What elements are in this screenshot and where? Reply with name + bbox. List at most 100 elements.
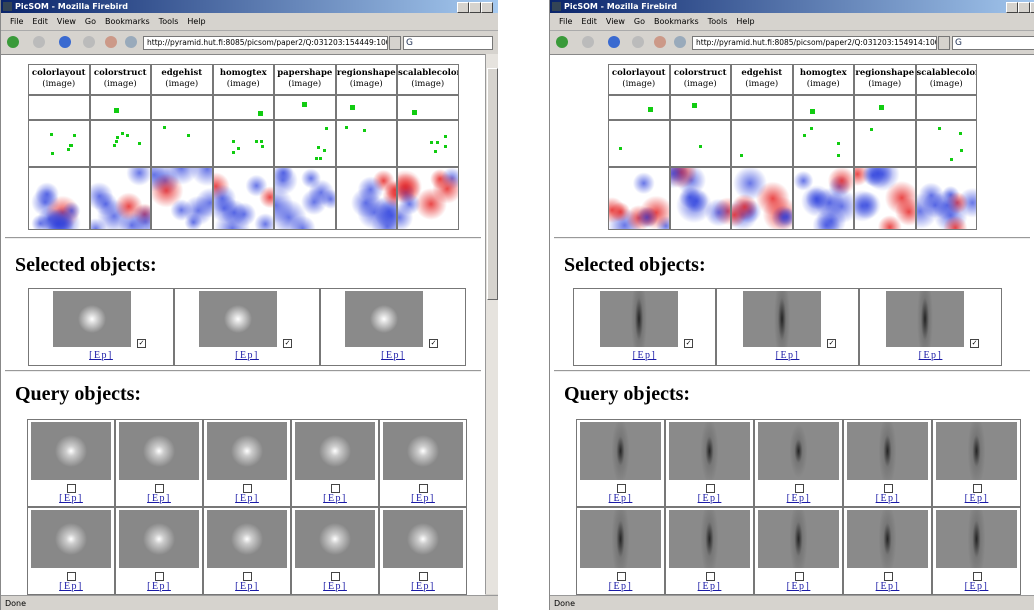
checkbox[interactable] xyxy=(884,572,893,581)
checkbox[interactable] xyxy=(617,484,626,493)
thumbnail[interactable] xyxy=(580,422,661,480)
thumbnail[interactable] xyxy=(669,510,750,568)
checkbox[interactable] xyxy=(419,484,428,493)
scrollbar-thumb[interactable] xyxy=(487,68,498,300)
search-field[interactable]: G xyxy=(952,36,1034,50)
checkbox[interactable]: ✓ xyxy=(137,339,146,348)
checkbox[interactable]: ✓ xyxy=(429,339,438,348)
object-link[interactable]: [Ep] xyxy=(860,350,1001,361)
object-link[interactable]: [Ep] xyxy=(666,493,753,504)
nav-button[interactable] xyxy=(674,36,686,48)
object-link[interactable]: [Ep] xyxy=(175,350,319,361)
nav-button[interactable] xyxy=(125,36,137,48)
menu-item[interactable]: View xyxy=(606,17,625,26)
object-link[interactable]: [Ep] xyxy=(28,581,114,592)
checkbox[interactable] xyxy=(795,484,804,493)
window-button[interactable] xyxy=(1030,2,1034,13)
url-dropdown[interactable] xyxy=(938,36,950,50)
url-dropdown[interactable] xyxy=(389,36,401,50)
checkbox[interactable]: ✓ xyxy=(283,339,292,348)
menu-item[interactable]: File xyxy=(10,17,23,26)
object-link[interactable]: [Ep] xyxy=(204,581,290,592)
thumbnail[interactable] xyxy=(886,291,964,347)
object-link[interactable]: [Ep] xyxy=(574,350,715,361)
object-link[interactable]: [Ep] xyxy=(116,493,202,504)
object-link[interactable]: [Ep] xyxy=(933,581,1020,592)
object-link[interactable]: [Ep] xyxy=(28,493,114,504)
object-link[interactable]: [Ep] xyxy=(844,493,931,504)
window-button[interactable] xyxy=(1018,2,1030,13)
checkbox[interactable] xyxy=(706,484,715,493)
nav-button[interactable] xyxy=(105,36,117,48)
thumbnail[interactable] xyxy=(31,510,111,568)
menu-item[interactable]: Edit xyxy=(581,17,597,26)
nav-button[interactable] xyxy=(632,36,644,48)
object-link[interactable]: [Ep] xyxy=(29,350,173,361)
object-link[interactable]: [Ep] xyxy=(844,581,931,592)
object-link[interactable]: [Ep] xyxy=(321,350,465,361)
nav-button[interactable] xyxy=(608,36,620,48)
thumbnail[interactable] xyxy=(53,291,131,347)
thumbnail[interactable] xyxy=(119,510,199,568)
menu-item[interactable]: File xyxy=(559,17,572,26)
menu-item[interactable]: Tools xyxy=(159,17,179,26)
checkbox[interactable] xyxy=(617,572,626,581)
window-button[interactable] xyxy=(1006,2,1018,13)
checkbox[interactable] xyxy=(884,484,893,493)
checkbox[interactable] xyxy=(973,572,982,581)
thumbnail[interactable] xyxy=(345,291,423,347)
menu-item[interactable]: View xyxy=(57,17,76,26)
menu-item[interactable]: Bookmarks xyxy=(654,17,699,26)
thumbnail[interactable] xyxy=(295,510,375,568)
thumbnail[interactable] xyxy=(199,291,277,347)
object-link[interactable]: [Ep] xyxy=(204,493,290,504)
object-link[interactable]: [Ep] xyxy=(577,493,664,504)
search-field[interactable]: G xyxy=(403,36,493,50)
thumbnail[interactable] xyxy=(580,510,661,568)
checkbox[interactable]: ✓ xyxy=(970,339,979,348)
checkbox[interactable] xyxy=(155,484,164,493)
thumbnail[interactable] xyxy=(383,422,463,480)
object-link[interactable]: [Ep] xyxy=(116,581,202,592)
checkbox[interactable] xyxy=(973,484,982,493)
menu-item[interactable]: Edit xyxy=(32,17,48,26)
thumbnail[interactable] xyxy=(936,510,1017,568)
object-link[interactable]: [Ep] xyxy=(755,581,842,592)
thumbnail[interactable] xyxy=(669,422,750,480)
thumbnail[interactable] xyxy=(119,422,199,480)
object-link[interactable]: [Ep] xyxy=(933,493,1020,504)
checkbox[interactable] xyxy=(331,484,340,493)
thumbnail[interactable] xyxy=(758,510,839,568)
thumbnail[interactable] xyxy=(295,422,375,480)
object-link[interactable]: [Ep] xyxy=(577,581,664,592)
nav-button[interactable] xyxy=(556,36,568,48)
scrollbar[interactable] xyxy=(485,54,498,594)
object-link[interactable]: [Ep] xyxy=(292,581,378,592)
nav-button[interactable] xyxy=(83,36,95,48)
thumbnail[interactable] xyxy=(600,291,678,347)
checkbox[interactable] xyxy=(243,484,252,493)
thumbnail[interactable] xyxy=(758,422,839,480)
window-button[interactable] xyxy=(457,2,469,13)
window-button[interactable] xyxy=(469,2,481,13)
object-link[interactable]: [Ep] xyxy=(755,493,842,504)
nav-button[interactable] xyxy=(582,36,594,48)
menu-item[interactable]: Bookmarks xyxy=(105,17,150,26)
object-link[interactable]: [Ep] xyxy=(292,493,378,504)
menu-item[interactable]: Tools xyxy=(708,17,728,26)
checkbox[interactable]: ✓ xyxy=(684,339,693,348)
checkbox[interactable] xyxy=(155,572,164,581)
nav-button[interactable] xyxy=(33,36,45,48)
nav-button[interactable] xyxy=(654,36,666,48)
checkbox[interactable] xyxy=(331,572,340,581)
object-link[interactable]: [Ep] xyxy=(380,581,466,592)
object-link[interactable]: [Ep] xyxy=(380,493,466,504)
checkbox[interactable] xyxy=(243,572,252,581)
checkbox[interactable] xyxy=(419,572,428,581)
menu-item[interactable]: Go xyxy=(85,17,96,26)
menu-item[interactable]: Go xyxy=(634,17,645,26)
menu-item[interactable]: Help xyxy=(736,17,754,26)
thumbnail[interactable] xyxy=(847,422,928,480)
url-field[interactable]: http://pyramid.hut.fi:8085/picsom/paper2… xyxy=(692,36,937,50)
checkbox[interactable] xyxy=(67,572,76,581)
